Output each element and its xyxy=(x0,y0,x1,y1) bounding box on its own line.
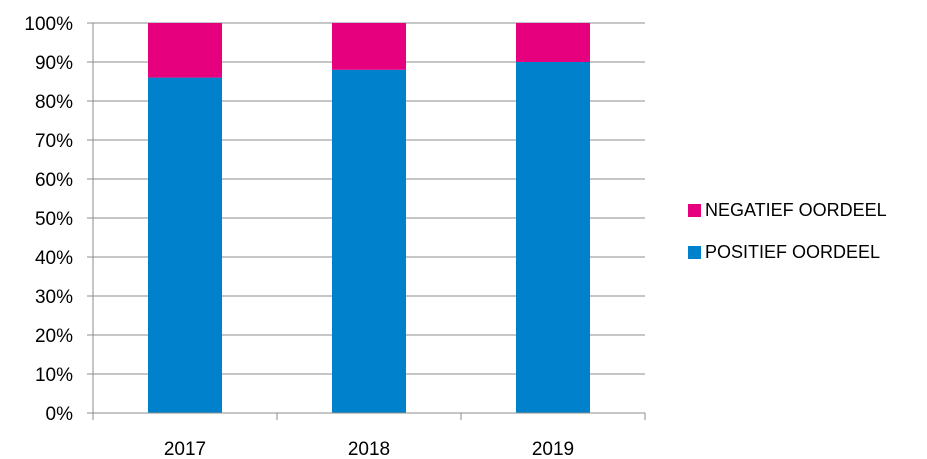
y-tick-label: 70% xyxy=(35,131,73,152)
bar-negatief-oordeel-2018 xyxy=(332,23,406,70)
x-tick-label: 2019 xyxy=(532,439,574,459)
x-tick-label: 2018 xyxy=(348,439,390,459)
y-tick-label: 40% xyxy=(35,248,73,269)
y-tick-label: 50% xyxy=(35,209,73,230)
y-tick-label: 80% xyxy=(35,92,73,113)
x-tick-label: 2017 xyxy=(164,439,206,459)
y-axis: 0% 10% 20% 30% 40% 50% 60% 70% 80% 90% 100% xyxy=(24,14,94,425)
bar-negatief-oordeel-2019 xyxy=(516,23,590,62)
y-tick-label: 30% xyxy=(35,287,73,308)
bar-positief-oordeel-2017 xyxy=(148,77,222,413)
legend-item-negatief: NEGATIEF OORDEEL xyxy=(688,200,887,220)
legend-label-positief: POSITIEF OORDEEL xyxy=(705,241,881,262)
y-tick-label: 90% xyxy=(35,53,73,74)
legend-swatch-positief xyxy=(688,245,701,259)
legend-item-positief: POSITIEF OORDEEL xyxy=(688,242,887,262)
bar-positief-oordeel-2019 xyxy=(516,62,590,413)
legend: NEGATIEF OORDEEL POSITIEF OORDEEL xyxy=(688,200,887,284)
y-tick-label: 60% xyxy=(35,170,73,191)
bar-positief-oordeel-2018 xyxy=(332,69,406,414)
legend-label-negatief: NEGATIEF OORDEEL xyxy=(705,199,887,220)
bars xyxy=(148,23,590,414)
y-tick-label: 100% xyxy=(24,14,73,35)
y-tick-label: 0% xyxy=(46,404,74,425)
bar-negatief-oordeel-2017 xyxy=(148,23,222,78)
y-tick-label: 20% xyxy=(35,326,73,347)
x-axis: 2017 2018 2019 xyxy=(92,412,646,459)
y-tick-label: 10% xyxy=(35,365,73,386)
legend-swatch-negatief xyxy=(688,203,701,217)
